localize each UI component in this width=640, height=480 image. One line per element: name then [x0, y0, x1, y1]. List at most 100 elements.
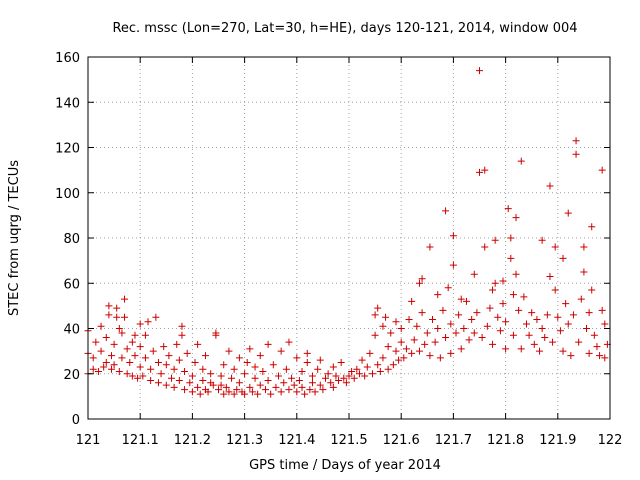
data-point: [368, 370, 376, 378]
data-point: [272, 383, 280, 391]
data-point: [382, 313, 390, 321]
data-point: [181, 386, 189, 394]
data-point: [392, 347, 400, 355]
data-point: [470, 270, 478, 278]
data-point: [564, 209, 572, 217]
data-point: [141, 354, 149, 362]
data-point: [426, 243, 434, 251]
x-tick-label: 121.4: [278, 433, 315, 448]
data-point: [131, 331, 139, 339]
data-point: [491, 236, 499, 244]
data-point: [191, 358, 199, 366]
data-point: [551, 286, 559, 294]
data-point: [434, 291, 442, 299]
data-point: [569, 311, 577, 319]
data-point: [194, 340, 202, 348]
data-point: [496, 327, 504, 335]
data-point: [248, 388, 256, 396]
data-point: [212, 329, 220, 337]
data-point: [436, 354, 444, 362]
x-tick-label: 121.5: [330, 433, 367, 448]
y-tick-label: 0: [72, 413, 80, 428]
data-point: [494, 313, 502, 321]
data-point: [379, 322, 387, 330]
data-point: [329, 363, 337, 371]
data-point: [269, 361, 277, 369]
data-point: [562, 300, 570, 308]
data-point: [457, 345, 465, 353]
data-point: [178, 331, 186, 339]
data-point: [235, 379, 243, 387]
data-point: [230, 365, 238, 373]
y-tick-label: 160: [55, 51, 80, 66]
data-point: [449, 232, 457, 240]
data-point: [235, 354, 243, 362]
data-point: [392, 318, 400, 326]
data-point: [306, 386, 314, 394]
data-point: [442, 334, 450, 342]
data-point: [136, 363, 144, 371]
y-tick-label: 60: [63, 277, 80, 292]
data-point: [418, 309, 426, 317]
data-point: [290, 381, 298, 389]
y-tick-label: 140: [55, 96, 80, 111]
data-point: [165, 352, 173, 360]
data-point: [160, 343, 168, 351]
data-point: [308, 372, 316, 380]
data-point: [225, 347, 233, 355]
data-point: [123, 345, 131, 353]
data-point: [447, 349, 455, 357]
x-axis-label: GPS time / Days of year 2014: [249, 458, 441, 473]
data-point: [580, 268, 588, 276]
data-point: [499, 277, 507, 285]
y-tick-label: 40: [63, 323, 80, 338]
data-point: [329, 383, 337, 391]
data-point: [314, 365, 322, 373]
data-point: [449, 261, 457, 269]
data-point: [598, 306, 606, 314]
data-point: [455, 311, 463, 319]
data-point: [110, 340, 118, 348]
data-point: [201, 352, 209, 360]
data-point: [366, 349, 374, 357]
x-tick-label: 122: [598, 433, 623, 448]
data-point: [502, 345, 510, 353]
x-tick-label: 121.9: [539, 433, 576, 448]
data-point: [97, 322, 105, 330]
data-point: [486, 304, 494, 312]
data-point: [327, 379, 335, 387]
data-point: [303, 358, 311, 366]
data-point: [175, 377, 183, 385]
data-point: [217, 381, 225, 389]
data-point: [154, 379, 162, 387]
data-point: [583, 325, 591, 332]
data-point: [162, 381, 170, 389]
data-point: [489, 340, 497, 348]
data-point: [316, 381, 324, 389]
data-point: [384, 343, 392, 351]
data-point: [322, 374, 330, 382]
data-point: [509, 291, 517, 299]
data-point: [100, 363, 108, 371]
data-point: [515, 306, 523, 314]
data-point: [452, 329, 460, 337]
data-point: [147, 377, 155, 385]
data-point: [512, 214, 520, 222]
data-point: [512, 270, 520, 278]
data-point: [525, 331, 533, 339]
data-point: [426, 352, 434, 360]
data-point: [564, 320, 572, 328]
data-point: [246, 383, 254, 391]
data-point: [442, 207, 450, 215]
data-point: [170, 365, 178, 373]
data-point: [405, 315, 413, 323]
data-point: [267, 390, 275, 398]
data-point: [233, 386, 241, 394]
data-point: [110, 361, 118, 369]
data-point: [387, 329, 395, 337]
data-point: [350, 374, 358, 382]
data-point: [575, 338, 583, 346]
data-point: [136, 343, 144, 351]
data-point: [220, 390, 228, 398]
grid-lines: [88, 57, 610, 419]
